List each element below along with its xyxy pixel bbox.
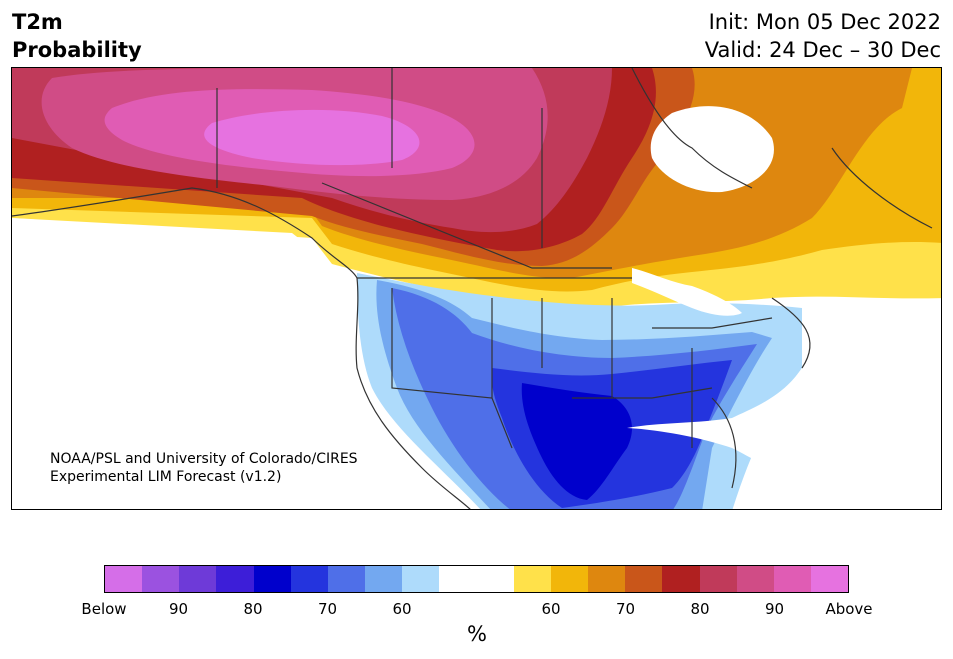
colorbar-swatch: [810, 566, 849, 592]
colorbar-unit: %: [467, 622, 487, 646]
title-line-2: Probability: [12, 38, 142, 62]
colorbar-tick-label: 80: [243, 600, 263, 618]
colorbar-swatch: [253, 566, 291, 592]
colorbar-swatch: [550, 566, 589, 592]
colorbar-swatch: [216, 566, 254, 592]
colorbar-swatch: [625, 566, 663, 592]
colorbar-tick-label: 70: [317, 600, 338, 618]
gulf-white: [627, 356, 941, 509]
chart-title: T2m Probability: [12, 8, 142, 64]
colorbar-tick-label: 70: [615, 600, 636, 618]
colorbar-swatch: [699, 566, 737, 592]
valid-date: Valid: 24 Dec – 30 Dec: [704, 38, 941, 62]
colorbar-swatch: [439, 566, 477, 592]
init-date: Init: Mon 05 Dec 2022: [708, 10, 941, 34]
colorbar-swatch: [402, 566, 440, 592]
colorbar-swatch: [773, 566, 811, 592]
borders: [12, 68, 933, 509]
colorbar-tick-label: Below: [81, 600, 127, 618]
colorbar-swatch: [513, 566, 551, 592]
credit-line-2: Experimental LIM Forecast (v1.2): [50, 469, 282, 485]
colorbar-swatch: [476, 566, 514, 592]
map-credit: NOAA/PSL and University of Colorado/CIRE…: [50, 450, 358, 486]
colorbar-swatch: [105, 566, 143, 592]
warm-band-above: [204, 109, 420, 166]
colorbar-swatch: [736, 566, 774, 592]
colorbar-swatch: [179, 566, 217, 592]
colorbar-swatch: [142, 566, 180, 592]
title-line-1: T2m: [12, 10, 63, 34]
colorbar-swatch: [662, 566, 700, 592]
colorbar: [104, 565, 849, 593]
colorbar-tick-label: 90: [764, 600, 785, 618]
colorbar-swatch: [365, 566, 403, 592]
atlantic-white: [650, 106, 774, 193]
colorbar-swatch: [327, 566, 366, 592]
map-graphic: [12, 68, 941, 509]
colorbar-tick-label: 60: [541, 600, 561, 618]
probability-map: NOAA/PSL and University of Colorado/CIRE…: [11, 67, 942, 510]
colorbar-swatch: [588, 566, 626, 592]
colorbar-tick-label: 80: [690, 600, 710, 618]
cold-band-80: [521, 383, 632, 500]
forecast-dates: Init: Mon 05 Dec 2022 Valid: 24 Dec – 30…: [705, 8, 941, 64]
pacific-white: [12, 218, 471, 509]
colorbar-tick-label: 60: [392, 600, 412, 618]
colorbar-swatch: [290, 566, 328, 592]
credit-line-1: NOAA/PSL and University of Colorado/CIRE…: [50, 451, 358, 467]
great-lakes: [632, 268, 742, 316]
colorbar-tick-label: Above: [825, 600, 873, 618]
colorbar-tick-label: 90: [168, 600, 189, 618]
